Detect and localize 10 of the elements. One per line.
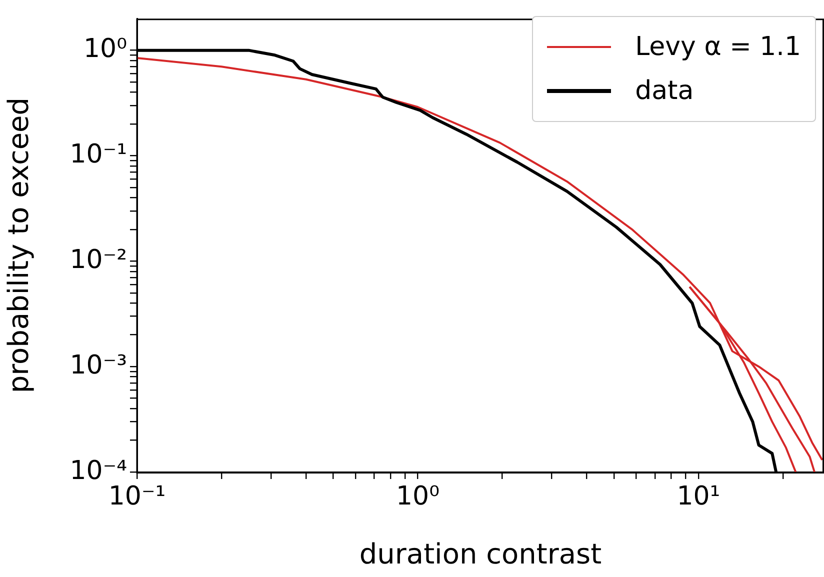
y-tick-label: 10⁻¹ (70, 140, 127, 170)
y-tick-label: 10⁻² (70, 244, 127, 275)
y-tick-label: 10⁻³ (70, 350, 127, 380)
y-axis-title: probability to exceed (2, 97, 36, 394)
x-axis-title: duration contrast (359, 537, 602, 570)
x-tick-label: 10⁰ (396, 481, 440, 512)
legend-label: data (635, 76, 694, 106)
x-tick-label: 10¹ (676, 481, 720, 512)
legend-label: Levy α = 1.1 (635, 32, 801, 62)
y-tick-label: 10⁰ (83, 34, 127, 64)
